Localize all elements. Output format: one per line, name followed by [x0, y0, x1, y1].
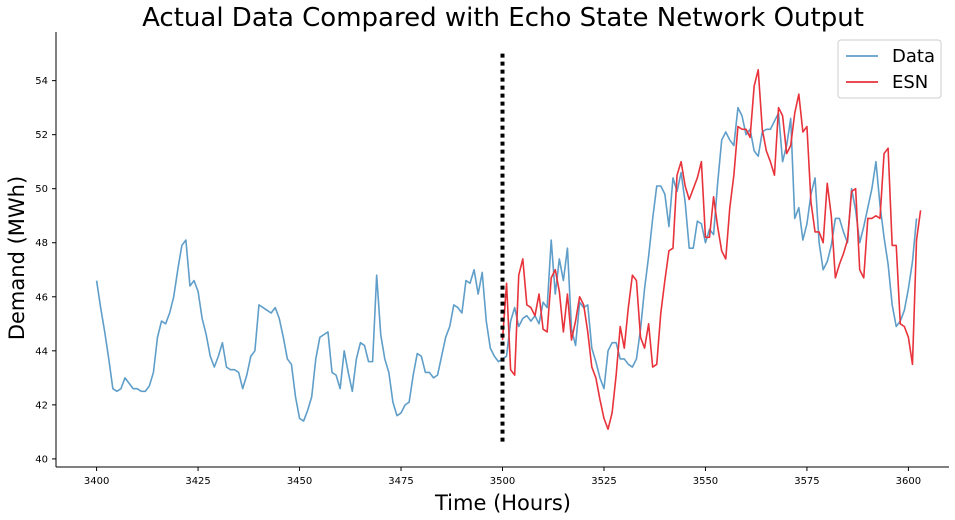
x-tick-label: 3600 [896, 476, 921, 487]
x-tick-label: 3525 [591, 476, 616, 487]
y-tick-label: 52 [35, 130, 48, 141]
x-tick-label: 3500 [490, 476, 515, 487]
series-line-data [95, 106, 918, 422]
x-tick-label: 3450 [287, 476, 312, 487]
x-tick-label: 3400 [84, 476, 109, 487]
axes: 3400 3425 3450 3475 3500 3525 3550 3575 3600 40 42… [35, 32, 949, 487]
legend-label-esn: ESN [892, 72, 928, 93]
y-tick-label: 42 [35, 400, 48, 411]
chart-title: Actual Data Compared with Echo State Net… [142, 3, 864, 33]
legend: Data ESN [837, 39, 942, 99]
y-tick-label: 40 [35, 454, 48, 465]
x-tick-label: 3475 [388, 476, 413, 487]
y-tick-label: 54 [35, 76, 48, 87]
series-line-esn [501, 69, 922, 430]
x-axis-label: Time (Hours) [434, 491, 571, 515]
y-axis-label: Demand (MWh) [5, 176, 29, 340]
x-tick-label: 3575 [794, 476, 819, 487]
y-tick-label: 46 [35, 292, 48, 303]
legend-box [837, 39, 942, 99]
legend-label-data: Data [892, 46, 935, 67]
x-tick-label: 3550 [693, 476, 718, 487]
y-tick-label: 48 [35, 238, 48, 249]
x-tick-label: 3425 [185, 476, 210, 487]
y-tick-label: 50 [35, 184, 48, 195]
series-layer [95, 53, 922, 446]
y-tick-label: 44 [35, 346, 48, 357]
